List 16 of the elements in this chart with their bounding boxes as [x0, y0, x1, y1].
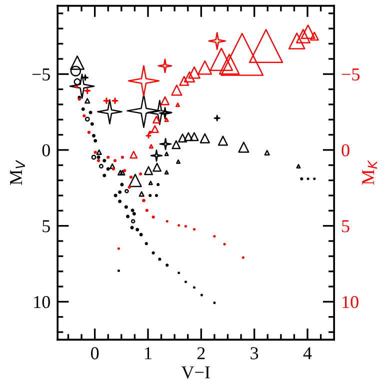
y-tick-label: 10 — [34, 296, 50, 308]
y-tick-label: −5 — [32, 68, 50, 81]
y2-tick-label: 10 — [342, 296, 358, 308]
y2-tick-label: 5 — [342, 220, 350, 232]
y-tick-label: 0 — [42, 144, 50, 156]
x-tick-label: 2 — [197, 347, 205, 360]
x-tick-label: 3 — [250, 347, 258, 360]
x-tick-label: 1 — [145, 347, 152, 360]
y-tick-label: 5 — [42, 220, 50, 232]
y-axis-title: M$_{V}$ — [10, 160, 25, 185]
x-tick-label: 4 — [303, 347, 312, 360]
y2-tick-label: 0 — [342, 144, 350, 156]
y2-axis-title: M$_{K}$ — [362, 160, 378, 185]
x-axis-title: V−I — [181, 366, 210, 379]
y2-tick-label: −5 — [342, 68, 360, 81]
x-tick-label: 0 — [90, 347, 99, 360]
